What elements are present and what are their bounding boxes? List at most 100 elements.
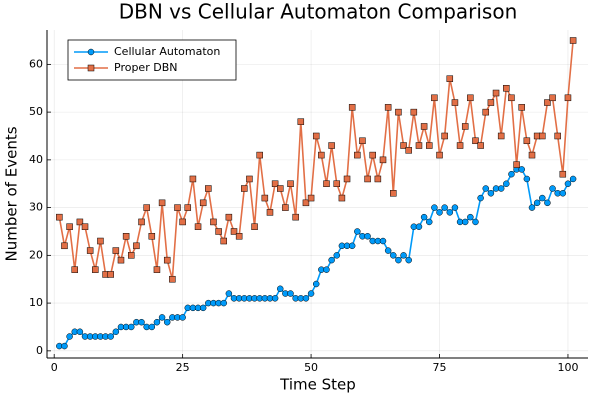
marker: [390, 190, 397, 197]
marker: [379, 156, 387, 164]
marker: [318, 151, 325, 159]
marker: [307, 194, 315, 202]
marker: [205, 185, 212, 192]
marker: [256, 151, 263, 159]
marker: [210, 218, 217, 226]
marker: [81, 223, 89, 230]
marker: [472, 137, 479, 145]
marker: [241, 185, 248, 192]
marker: [539, 194, 546, 202]
marker: [559, 190, 567, 197]
marker: [400, 252, 407, 259]
legend-box: [67, 39, 237, 81]
x-tick-label: 50: [304, 361, 318, 374]
marker: [163, 318, 171, 326]
marker: [287, 290, 294, 297]
marker: [312, 280, 320, 288]
marker: [451, 99, 459, 106]
marker: [549, 94, 556, 102]
marker: [384, 247, 392, 254]
marker: [61, 342, 68, 350]
marker: [544, 99, 551, 106]
marker: [266, 209, 274, 216]
marker: [215, 228, 222, 235]
marker: [287, 180, 294, 187]
marker: [112, 328, 120, 335]
marker: [189, 175, 197, 183]
marker: [492, 89, 500, 97]
marker: [369, 151, 376, 159]
marker: [569, 175, 577, 183]
marker: [513, 161, 520, 168]
marker: [518, 166, 525, 173]
marker: [199, 199, 207, 207]
marker: [523, 137, 531, 145]
marker: [235, 233, 243, 240]
y-tick-label: 20: [29, 248, 43, 261]
marker: [292, 213, 299, 221]
marker: [184, 204, 192, 211]
marker: [441, 132, 448, 140]
marker: [451, 204, 459, 211]
marker: [395, 256, 402, 264]
legend-label: Cellular Automaton: [114, 45, 220, 58]
x-tick-label: 0: [51, 361, 58, 374]
marker: [158, 199, 166, 207]
marker: [503, 84, 510, 92]
marker: [400, 142, 407, 149]
marker: [302, 295, 310, 302]
marker: [61, 242, 68, 250]
marker: [194, 223, 202, 230]
marker: [508, 94, 515, 102]
marker: [528, 151, 536, 159]
legend-marker: [87, 64, 95, 72]
marker: [179, 218, 186, 226]
y-tick-label: 60: [29, 57, 43, 70]
marker: [533, 199, 541, 207]
marker: [112, 247, 120, 254]
chart-title: DBN vs Cellular Automaton Comparison: [119, 0, 518, 24]
marker: [128, 323, 135, 331]
marker: [554, 132, 561, 140]
marker: [415, 223, 423, 230]
marker: [410, 108, 418, 116]
marker: [97, 237, 104, 245]
marker: [148, 323, 156, 331]
marker: [405, 256, 412, 264]
marker: [384, 104, 392, 111]
x-tick-label: 25: [176, 361, 190, 374]
marker: [271, 295, 279, 302]
marker: [528, 204, 536, 211]
marker: [354, 151, 361, 159]
marker: [477, 142, 484, 149]
marker: [405, 147, 412, 154]
marker: [461, 123, 469, 130]
marker: [246, 175, 253, 183]
marker: [163, 256, 171, 264]
marker: [199, 304, 207, 312]
marker: [487, 190, 495, 197]
marker: [277, 185, 284, 192]
marker: [354, 228, 361, 235]
marker: [348, 242, 356, 250]
x-tick-label: 100: [557, 361, 578, 374]
marker: [220, 237, 227, 245]
marker: [328, 256, 335, 264]
y-tick-label: 30: [29, 201, 43, 214]
marker: [446, 75, 454, 82]
marker: [436, 151, 443, 159]
marker: [251, 223, 258, 230]
marker: [66, 223, 73, 230]
marker: [559, 170, 567, 178]
marker: [518, 104, 525, 111]
marker: [138, 318, 145, 326]
marker: [302, 199, 310, 207]
marker: [282, 204, 289, 211]
y-tick-label: 50: [29, 105, 43, 118]
marker: [441, 204, 448, 211]
marker: [174, 204, 181, 211]
marker: [333, 180, 341, 187]
marker: [86, 247, 94, 254]
marker: [569, 37, 577, 44]
marker: [359, 137, 366, 145]
